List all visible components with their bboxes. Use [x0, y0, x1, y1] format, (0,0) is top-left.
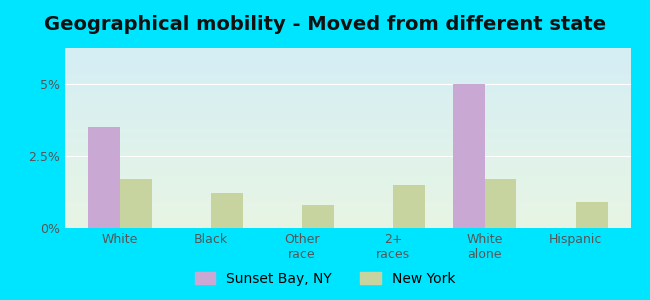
Bar: [393, 185, 425, 228]
Bar: [452, 84, 484, 228]
Text: Geographical mobility - Moved from different state: Geographical mobility - Moved from diffe…: [44, 15, 606, 34]
Bar: [120, 179, 151, 228]
Bar: [484, 179, 517, 228]
Bar: [302, 205, 334, 228]
Bar: [211, 194, 243, 228]
Bar: [88, 127, 120, 228]
Legend: Sunset Bay, NY, New York: Sunset Bay, NY, New York: [190, 268, 460, 290]
Bar: [576, 202, 608, 228]
